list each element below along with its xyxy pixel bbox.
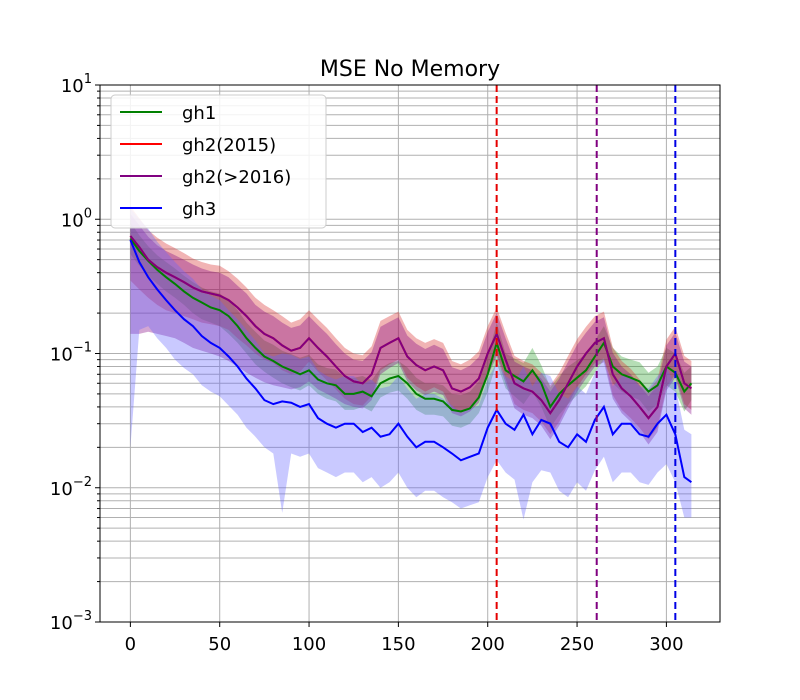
chart-title: MSE No Memory: [320, 57, 500, 82]
x-tick-label: 200: [471, 634, 505, 655]
y-tick-label: 10−1: [50, 341, 92, 366]
legend-label-gh1: gh1: [182, 103, 216, 124]
line-gh2(>2016): [129, 235, 692, 420]
line-gh1: [129, 237, 693, 413]
band-gh2(>2016): [130, 213, 692, 445]
y-tick-label: 101: [61, 72, 92, 97]
x-tick-label: 300: [649, 634, 683, 655]
x-tick-label: 0: [125, 634, 136, 655]
band-gh2(2015): [130, 206, 692, 440]
x-tick-label: 50: [208, 634, 231, 655]
legend-label-gh2(>2016): gh2(>2016): [182, 167, 291, 188]
series-lines: [129, 235, 693, 484]
y-tick-label: 100: [61, 206, 92, 231]
x-tick-label: 150: [381, 634, 415, 655]
legend-label-gh2(2015): gh2(2015): [182, 135, 276, 156]
line-gh3: [129, 239, 692, 484]
legend-label-gh3: gh3: [182, 199, 216, 220]
reference-lines: [495, 85, 677, 622]
y-tick-label: 10−3: [50, 609, 92, 634]
legend-box: [110, 94, 327, 229]
axis-ticks: 0 50 100 150 200 250 300 101 100 10−1 10−2 10−3: [50, 72, 684, 655]
legend: gh1 gh2(2015) gh2(>2016) gh3: [110, 94, 327, 229]
x-tick-label: 250: [560, 634, 594, 655]
x-tick-label: 100: [292, 634, 326, 655]
band-gh3: [130, 208, 692, 520]
y-tick-label: 10−2: [50, 475, 92, 500]
